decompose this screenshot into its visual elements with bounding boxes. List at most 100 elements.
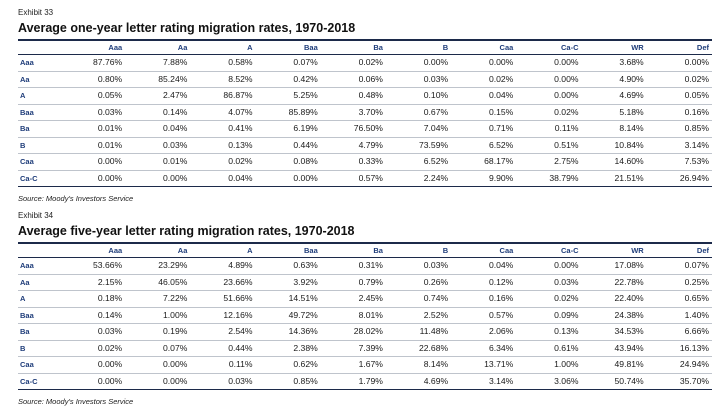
table-row: Caa 0.00% 0.01% 0.02% 0.08% 0.33% 6.52% 68.17% 2… (18, 153, 712, 171)
row-header: Aa (18, 71, 60, 88)
exhibit-33: Exhibit 33 Average one-year letter ratin… (18, 8, 712, 203)
column-header: Aa (177, 246, 188, 255)
table-cell: 85.24% (125, 71, 191, 88)
table-cell: 14.36% (255, 323, 321, 341)
table-cell: 0.05% (60, 87, 126, 105)
row-header: B (18, 137, 60, 154)
table-cell: 22.68% (385, 340, 452, 357)
table-cell: 85.89% (255, 104, 321, 121)
table-cell: 0.12% (451, 274, 517, 291)
table-cell: 34.53% (581, 323, 647, 341)
table-cell: 0.26% (385, 274, 452, 291)
table-cell: 0.42% (255, 71, 321, 88)
column-header: A (247, 246, 253, 255)
table-row: Caa 0.00% 0.00% 0.11% 0.62% 1.67% 8.14% 13.71% 1… (18, 356, 712, 374)
table-cell: 24.94% (646, 356, 712, 374)
table-cell: 0.07% (646, 257, 712, 275)
table-cell: 87.76% (60, 54, 126, 72)
table-row: Aaa 87.76% 7.88% 0.58% 0.07% 0.02% 0.00% 0.00% 0… (18, 54, 712, 72)
table-cell: 2.47% (125, 87, 191, 105)
table-cell: 4.69% (581, 87, 647, 105)
table-cell: 0.18% (60, 290, 126, 308)
row-header: Caa (18, 356, 60, 374)
exhibit-title: Average one-year letter rating migration… (18, 21, 356, 35)
table-cell: 6.52% (451, 137, 517, 154)
source-note: Source: Moody's Investors Service (18, 194, 134, 203)
column-header-blank (18, 40, 60, 55)
table-cell: 0.51% (516, 137, 582, 154)
table-cell: 0.03% (190, 373, 256, 390)
table-cell: 2.24% (385, 170, 452, 187)
table-cell: 0.14% (125, 104, 191, 121)
table-cell: 0.02% (516, 104, 582, 121)
table-cell: 14.51% (255, 290, 321, 308)
table-cell: 0.02% (190, 153, 256, 171)
table-cell: 0.00% (60, 170, 126, 187)
table-cell: 0.05% (646, 87, 712, 105)
table-cell: 0.57% (451, 307, 517, 324)
column-header: Caa (499, 43, 514, 52)
table-cell: 3.70% (320, 104, 386, 121)
exhibit-label: Exhibit 33 (18, 8, 54, 17)
table-cell: 9.90% (451, 170, 517, 187)
table-cell: 49.72% (255, 307, 321, 324)
table-cell: 2.75% (516, 153, 582, 171)
table-cell: 0.09% (516, 307, 582, 324)
table-cell: 0.71% (451, 120, 517, 138)
table-cell: 0.00% (60, 356, 126, 374)
table-cell: 0.00% (125, 170, 191, 187)
table-cell: 0.00% (516, 257, 582, 275)
table-cell: 23.29% (125, 257, 191, 275)
table-row: Ba 0.03% 0.19% 2.54% 14.36% 28.02% 11.48% 2.06%… (18, 323, 712, 341)
exhibit-label: Exhibit 34 (18, 211, 54, 220)
column-header: Ba (373, 246, 383, 255)
table-cell: 8.14% (581, 120, 647, 138)
row-header: A (18, 87, 60, 105)
table-cell: 0.85% (255, 373, 321, 390)
table-cell: 8.01% (320, 307, 386, 324)
table-cell: 0.80% (60, 71, 126, 88)
table-row: Ca-C 0.00% 0.00% 0.03% 0.85% 1.79% 4.69% 3.14% 3… (18, 373, 712, 390)
table-cell: 13.71% (451, 356, 517, 374)
table-cell: 5.25% (255, 87, 321, 105)
table-cell: 8.52% (190, 71, 256, 88)
table-cell: 35.70% (646, 373, 712, 390)
table-cell: 28.02% (320, 323, 386, 341)
column-header: Baa (303, 43, 318, 52)
table-cell: 0.11% (516, 120, 582, 138)
table-cell: 0.00% (60, 153, 126, 171)
table-cell: 2.45% (320, 290, 386, 308)
row-header: Aaa (18, 257, 60, 275)
table-cell: 23.66% (190, 274, 256, 291)
table-cell: 2.06% (451, 323, 517, 341)
table-cell: 0.13% (190, 137, 256, 154)
table-cell: 0.04% (125, 120, 191, 138)
table-cell: 14.60% (581, 153, 647, 171)
column-header: WR (631, 246, 644, 255)
table-cell: 0.06% (320, 71, 386, 88)
column-header: Aaa (108, 43, 123, 52)
table-row: Ca-C 0.00% 0.00% 0.04% 0.00% 0.57% 2.24% 9.90% 3… (18, 170, 712, 187)
table-cell: 6.19% (255, 120, 321, 138)
table-cell: 3.68% (581, 54, 647, 72)
column-header: B (442, 43, 449, 52)
table-cell: 0.02% (451, 71, 517, 88)
table-row: A 0.05% 2.47% 86.87% 5.25% 0.48% 0.10% 0.04% 0.0… (18, 87, 712, 105)
table-row: Aa 2.15% 46.05% 23.66% 3.92% 0.79% 0.26% 0.12% 0… (18, 274, 712, 291)
table-cell: 0.57% (320, 170, 386, 187)
table-cell: 7.22% (125, 290, 191, 308)
table-cell: 76.50% (320, 120, 386, 138)
column-header: Aa (177, 43, 188, 52)
table-cell: 73.59% (385, 137, 452, 154)
table-cell: 8.14% (385, 356, 452, 374)
row-header: Aaa (18, 54, 60, 72)
table-cell: 0.00% (125, 373, 191, 390)
table-cell: 4.79% (320, 137, 386, 154)
table-cell: 7.53% (646, 153, 712, 171)
table-cell: 0.41% (190, 120, 256, 138)
table-cell: 4.07% (190, 104, 256, 121)
table-cell: 0.44% (255, 137, 321, 154)
row-header: Ca-C (18, 373, 60, 390)
table-cell: 0.04% (451, 257, 517, 275)
table-header-row: Aaa Aa A Baa Ba B Caa Ca-C WR Def (18, 40, 712, 55)
